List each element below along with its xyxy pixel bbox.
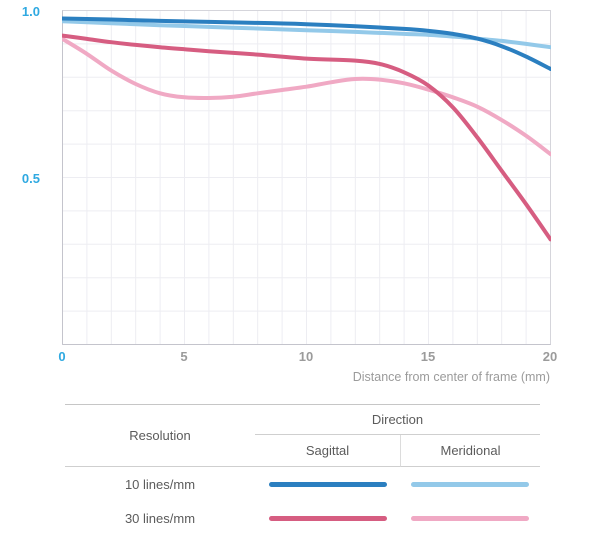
origin-label: 0 (58, 349, 66, 364)
y-axis-label-mid: 0.5 (21, 171, 40, 186)
plot-canvas (62, 10, 551, 345)
line-swatch-10-sagittal (268, 481, 387, 487)
x-tick-15: 15 (420, 349, 436, 364)
swatch-cell-30-sagittal (255, 501, 400, 535)
grid-lines (62, 10, 551, 345)
row-label-10-lines: 10 lines/mm (124, 476, 196, 492)
curve-10-lines-mm-sagittal (62, 16, 551, 71)
meridional-header: Meridional (400, 435, 540, 467)
curve-10-lines-mm-meridional (62, 19, 551, 50)
swatch-cell-10-meridional (400, 467, 540, 501)
curve-30-lines-mm-sagittal (62, 33, 551, 242)
curve-30-lines-mm-meridional (62, 36, 551, 157)
swatch-cell-30-meridional (400, 501, 540, 535)
x-tick-5: 5 (180, 349, 188, 364)
legend-table: Resolution Direction Sagittal Meridional… (65, 404, 540, 535)
line-swatch-30-meridional (411, 515, 529, 521)
line-swatch-30-sagittal (268, 515, 387, 521)
mtf-curves (62, 16, 551, 242)
x-tick-20: 20 (542, 349, 558, 364)
x-axis-title: Distance from center of frame (mm) (352, 370, 550, 384)
mtf-chart: 1.0 0.5 0 5 10 15 20 Distance from cente… (21, 4, 558, 384)
row-label-30-lines: 30 lines/mm (124, 510, 196, 526)
line-swatch-10-meridional (411, 481, 529, 487)
swatch-cell-10-sagittal (255, 467, 400, 501)
x-tick-10: 10 (298, 349, 314, 364)
sagittal-header: Sagittal (255, 435, 400, 467)
direction-header: Direction (255, 405, 540, 435)
resolution-header: Resolution (65, 405, 255, 467)
y-axis-label-top: 1.0 (21, 4, 40, 19)
